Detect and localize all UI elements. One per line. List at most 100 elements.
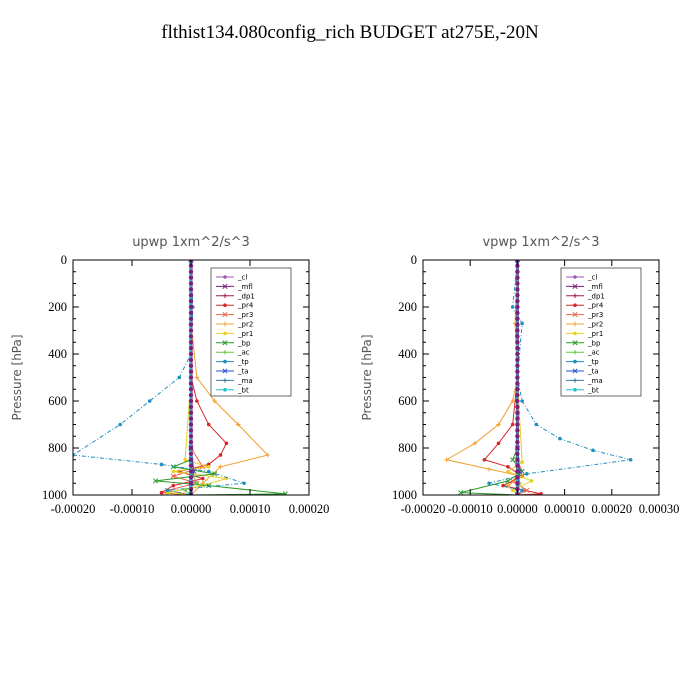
data-point [529, 479, 534, 483]
data-point [515, 275, 520, 280]
data-point [188, 275, 194, 280]
data-point [591, 448, 595, 453]
data-point [510, 305, 515, 309]
data-point [515, 334, 520, 339]
data-point [520, 488, 524, 493]
data-point [515, 293, 520, 298]
legend-marker [572, 293, 578, 298]
data-point [520, 321, 524, 326]
data-point [505, 478, 511, 484]
data-point [188, 357, 194, 363]
data-point [188, 428, 194, 433]
legend-label: _bt [237, 386, 249, 394]
data-point [188, 469, 194, 474]
data-point [177, 375, 181, 380]
legend-marker [222, 378, 228, 383]
legend-label: _ma [237, 377, 253, 385]
legend-marker [222, 340, 228, 346]
x-tick-label: 0.00000 [171, 502, 212, 516]
y-axis-label: Pressure [hPa] [360, 334, 374, 420]
y-tick-label: 0 [61, 253, 67, 267]
data-point [505, 483, 511, 488]
x-tick-label: -0.00010 [110, 502, 155, 516]
data-point [444, 457, 449, 462]
data-point [515, 404, 520, 410]
data-point [188, 363, 194, 368]
data-point [170, 473, 176, 479]
legend-label: _pr2 [237, 321, 253, 329]
y-tick-label: 0 [411, 253, 417, 267]
data-point [188, 351, 194, 357]
data-point [153, 478, 159, 484]
data-point [515, 345, 520, 351]
data-point [524, 487, 530, 493]
series-line-bp [155, 260, 286, 495]
legend: _cl_mfl_dp1_pr4_pr3_pr2_pr1_bp_ac_tp_ta_… [560, 267, 642, 397]
data-point [188, 334, 194, 339]
legend-marker [573, 331, 577, 336]
data-point [188, 416, 194, 421]
data-point [188, 375, 194, 380]
data-point [515, 481, 520, 486]
plot-title: vpwp 1xm^2/s^3 [482, 235, 599, 250]
legend: _cl_mfl_dp1_pr4_pr3_pr2_pr1_bp_ac_tp_ta_… [210, 267, 292, 397]
data-point [534, 422, 539, 427]
data-point [515, 269, 520, 274]
y-tick-label: 200 [48, 300, 67, 314]
legend-label: _mfl [587, 283, 603, 291]
data-point [224, 441, 229, 446]
legend-marker [223, 303, 227, 308]
data-point [188, 463, 194, 468]
data-point [206, 422, 211, 427]
data-point [515, 422, 520, 427]
data-point [171, 469, 176, 474]
legend-label: _pr1 [237, 330, 253, 338]
data-point [188, 340, 194, 345]
legend-marker [573, 388, 577, 392]
legend-marker [572, 340, 578, 346]
data-point [515, 363, 520, 368]
data-point [188, 439, 194, 445]
data-point [515, 428, 520, 433]
data-point [515, 410, 520, 415]
y-tick-label: 200 [398, 300, 417, 314]
legend-marker [573, 359, 577, 364]
data-point [510, 478, 516, 484]
data-point [188, 457, 194, 462]
legend-marker [572, 350, 578, 355]
legend-label: _bt [587, 386, 599, 394]
data-point [525, 472, 529, 476]
data-point [188, 369, 194, 374]
data-point [218, 464, 223, 469]
data-point [496, 422, 501, 427]
data-point [510, 457, 516, 463]
data-point [188, 451, 194, 457]
data-point [515, 451, 520, 457]
y-tick-label: 400 [48, 347, 67, 361]
data-point [188, 404, 194, 410]
data-point [519, 468, 525, 475]
y-tick-label: 800 [48, 441, 67, 455]
data-point [486, 466, 492, 472]
data-point [515, 322, 520, 327]
legend-label: _ac [237, 349, 250, 357]
x-tick-label: -0.00010 [448, 502, 493, 516]
data-point [118, 422, 122, 427]
legend-marker [572, 321, 578, 327]
x-tick-label: 0.00030 [639, 502, 680, 516]
y-tick-label: 600 [398, 394, 417, 408]
legend-marker [223, 275, 227, 279]
data-point [482, 457, 487, 462]
data-point [188, 287, 194, 292]
plot-panel-2: vpwp 1xm^2/s^3 Pressure [hPa] 0 200 400 600 80… [360, 235, 679, 516]
data-point [282, 491, 288, 495]
data-point [188, 387, 194, 392]
series-group [73, 260, 288, 495]
x-tick-label: 0.00010 [544, 502, 585, 516]
data-point [212, 398, 217, 404]
data-point [218, 453, 223, 457]
data-point [496, 441, 501, 446]
data-point [188, 310, 194, 316]
data-point [201, 476, 205, 481]
data-point [265, 452, 270, 458]
